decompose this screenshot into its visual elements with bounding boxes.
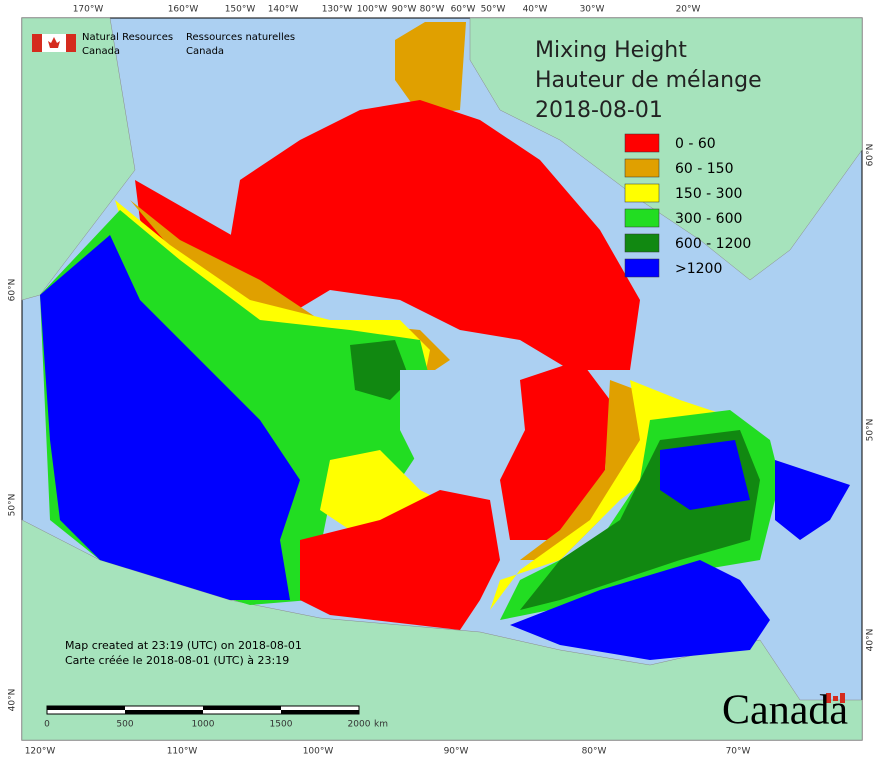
footer-fr: Carte créée le 2018-08-01 (UTC) à 23:19 — [65, 654, 289, 667]
legend-label: 60 - 150 — [675, 161, 734, 177]
scale-label: 1000 — [192, 720, 215, 730]
longitude-label: 40°W — [523, 5, 548, 15]
latitude-label: 50°N — [8, 494, 18, 517]
longitude-label: 110°W — [167, 747, 198, 757]
legend-label: >1200 — [675, 261, 722, 277]
region — [520, 380, 650, 560]
longitude-label: 100°W — [303, 747, 334, 757]
scale-segment — [203, 706, 281, 710]
scale-label: 1500 — [270, 720, 293, 730]
region — [510, 560, 770, 660]
wordmark: Canada — [722, 688, 848, 734]
longitude-label: 130°W — [322, 5, 353, 15]
longitude-label: 60°W — [451, 5, 476, 15]
mixing-height-field — [40, 22, 850, 660]
agency-signature: Natural Resources Canada Ressources natu… — [32, 32, 295, 57]
region — [230, 100, 640, 370]
scale-segment — [125, 710, 203, 714]
latitude-label: 40°N — [8, 689, 18, 712]
agency-en: Natural Resources — [82, 32, 173, 43]
longitude-label: 50°W — [481, 5, 506, 15]
longitude-label: 30°W — [580, 5, 605, 15]
legend-swatch — [624, 233, 660, 253]
canada-wordmark: Canada — [722, 688, 848, 734]
region — [775, 460, 850, 540]
scale-label: 0 — [44, 720, 50, 730]
latitude-label: 40°N — [866, 629, 876, 652]
footer-en: Map created at 23:19 (UTC) on 2018-08-01 — [65, 639, 302, 652]
agency-fr: Ressources naturelles — [186, 32, 295, 43]
legend-label: 0 - 60 — [675, 136, 716, 152]
greenland — [469, 17, 863, 281]
longitude-label: 140°W — [268, 5, 299, 15]
longitude-label: 90°W — [444, 747, 469, 757]
flag-bar — [826, 693, 831, 703]
longitude-label: 70°W — [726, 747, 751, 757]
region — [40, 235, 300, 600]
agency-en: Canada — [82, 46, 120, 57]
flag-bar — [840, 693, 845, 703]
scale-unit: km — [374, 720, 388, 730]
flag-bar — [66, 34, 76, 52]
scale-label: 2000 — [348, 720, 371, 730]
region — [660, 440, 750, 510]
scale-segment — [47, 706, 125, 710]
longitude-label: 20°W — [676, 5, 701, 15]
legend-swatch — [624, 158, 660, 178]
legend-swatch — [624, 183, 660, 203]
latitude-label: 60°N — [8, 279, 18, 302]
maple-leaf — [833, 696, 838, 701]
alaska — [21, 17, 136, 301]
map-title: Hauteur de mélange — [535, 68, 762, 93]
agency-fr: Canada — [186, 46, 224, 57]
longitude-label: 120°W — [25, 747, 56, 757]
longitude-label: 100°W — [357, 5, 388, 15]
graticule-labels: 170°W 160°W 150°W 140°W 130°W 100°W 90°W 80°W 60… — [8, 5, 876, 757]
scale-bar: 0 500 1000 1500 2000 km — [44, 705, 388, 730]
legend-label: 600 - 1200 — [675, 236, 751, 252]
latitude-label: 60°N — [866, 144, 876, 167]
legend-label: 300 - 600 — [675, 211, 742, 227]
maple-leaf — [48, 37, 60, 48]
legend-swatch — [624, 208, 660, 228]
scale-label: 500 — [116, 720, 133, 730]
map-title: Mixing Height — [535, 38, 687, 63]
basemap — [21, 17, 863, 741]
region — [300, 490, 500, 630]
legend-label: 150 - 300 — [675, 186, 742, 202]
legend-swatch — [624, 133, 660, 153]
longitude-label: 170°W — [73, 5, 104, 15]
region — [350, 340, 410, 400]
flag-bar — [32, 34, 42, 52]
region — [395, 22, 466, 115]
map-date: 2018-08-01 — [535, 98, 663, 123]
longitude-label: 80°W — [420, 5, 445, 15]
longitude-label: 150°W — [225, 5, 256, 15]
hudson-bay — [400, 370, 520, 490]
longitude-label: 160°W — [168, 5, 199, 15]
scale-segment — [281, 710, 359, 714]
latitude-label: 50°N — [866, 419, 876, 442]
region — [500, 360, 610, 540]
longitude-label: 80°W — [582, 747, 607, 757]
legend-swatch — [624, 258, 660, 278]
legend: 0 - 60 60 - 150 150 - 300 300 - 600 600 - 12… — [624, 133, 751, 278]
longitude-label: 90°W — [392, 5, 417, 15]
